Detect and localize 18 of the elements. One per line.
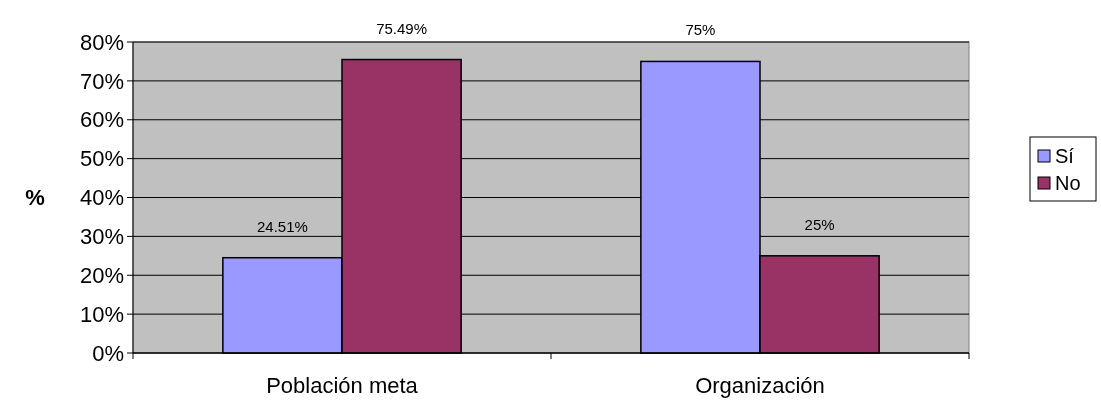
y-tick-label: 50%	[79, 146, 124, 172]
data-label: 24.51%	[257, 217, 308, 235]
legend-label: Sí	[1055, 145, 1075, 167]
y-tick-label: 0%	[92, 340, 124, 366]
y-tick-label: 40%	[79, 185, 124, 211]
y-tick-label: 10%	[79, 301, 124, 327]
y-tick-label: 20%	[79, 262, 124, 288]
y-tick-label: 60%	[79, 107, 124, 133]
legend-label: No	[1055, 172, 1081, 194]
data-label: 25%	[804, 215, 835, 233]
x-tick-label: Organización	[695, 373, 825, 398]
x-tick-label: Población meta	[266, 373, 419, 398]
y-tick-label: 30%	[79, 224, 124, 250]
data-label: 75%	[685, 21, 716, 39]
y-tick-label: 80%	[79, 29, 124, 55]
y-tick-label: 70%	[79, 68, 124, 94]
data-label: 75.49%	[376, 19, 427, 37]
y-axis-title: %	[25, 185, 45, 211]
